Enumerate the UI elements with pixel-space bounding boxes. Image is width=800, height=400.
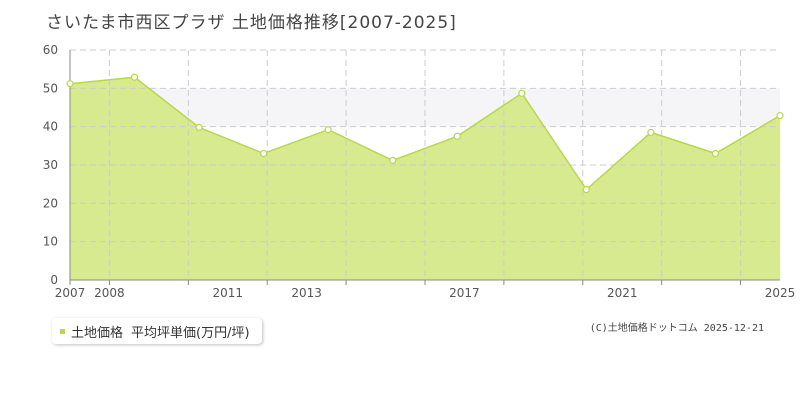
legend-label-name: 土地価格 xyxy=(71,325,124,341)
credit-text: (C)土地価格ドットコム 2025-12-21 xyxy=(589,323,764,334)
series-area xyxy=(70,77,780,280)
data-point xyxy=(582,185,590,194)
x-tick-label: 2011 xyxy=(213,286,244,300)
data-point xyxy=(776,111,784,120)
y-tick-label: 0 xyxy=(50,273,58,287)
axes xyxy=(69,50,780,285)
x-tick-label: 2021 xyxy=(607,286,638,300)
series-line-layer xyxy=(69,76,781,191)
y-tick-label: 30 xyxy=(43,158,58,172)
x-tick-labels: 2007 2008 2011 2013 2017 2021 2025 xyxy=(55,286,796,300)
y-tick-labels: 0 10 20 30 40 50 60 xyxy=(43,43,58,287)
gridlines xyxy=(70,49,780,280)
chart-title: さいたま市西区プラザ 土地価格推移[2007-2025] xyxy=(46,13,457,33)
data-point xyxy=(711,149,720,158)
series-line xyxy=(69,76,781,191)
legend-label-unit: 平均坪単価(万円/坪) xyxy=(131,325,250,341)
x-tick-label: 2007 xyxy=(55,286,86,300)
y-tick-label: 60 xyxy=(43,43,58,57)
data-point xyxy=(66,80,74,88)
data-point xyxy=(389,156,397,164)
y-tick-label: 50 xyxy=(43,81,58,95)
legend-swatch xyxy=(60,328,65,334)
legend: 土地価格 平均坪単価(万円/坪) xyxy=(52,318,262,344)
y-tick-label: 40 xyxy=(43,120,58,134)
data-point xyxy=(647,128,655,137)
data-point xyxy=(324,126,332,134)
data-point xyxy=(260,149,268,158)
data-point xyxy=(518,89,526,97)
x-tick-label: 2008 xyxy=(94,286,125,300)
data-point-markers xyxy=(66,73,784,194)
data-point xyxy=(130,73,139,81)
y-tick-label: 20 xyxy=(43,196,58,210)
x-tick-label: 2025 xyxy=(765,286,796,300)
series-area-layer xyxy=(70,77,780,280)
y-tick-label: 10 xyxy=(43,235,58,249)
x-tick-label: 2017 xyxy=(449,286,480,300)
data-point xyxy=(195,123,203,132)
x-tick-label: 2013 xyxy=(291,286,322,300)
data-point xyxy=(453,132,461,140)
